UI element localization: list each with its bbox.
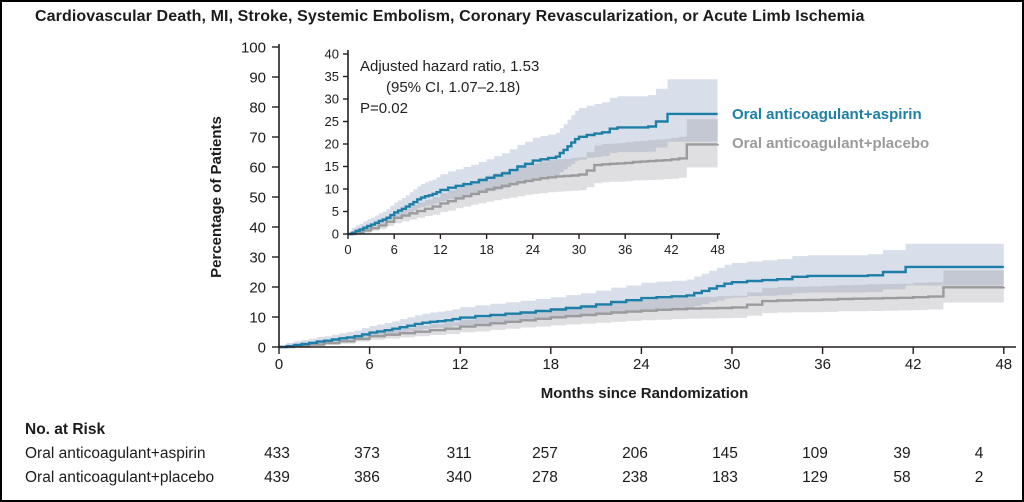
y-tick-label: 90 [249, 69, 266, 86]
km-line-series-1 [279, 286, 1005, 349]
x-tick-label: 36 [618, 242, 632, 257]
y-tick-label: 0 [332, 227, 339, 242]
risk-value: 39 [893, 445, 911, 462]
y-tick-label: 70 [249, 129, 266, 146]
x-tick-label: 18 [479, 242, 493, 257]
ci-band-series-0 [279, 243, 1004, 347]
legend-label-aspirin: Oral anticoagulant+aspirin [732, 106, 922, 123]
y-tick-label: 0 [258, 339, 266, 356]
x-tick-label: 6 [391, 242, 398, 257]
annotation-line-1: Adjusted hazard ratio, 1.53 [360, 58, 540, 75]
figure-title: Cardiovascular Death, MI, Stroke, System… [35, 8, 865, 25]
x-tick-label: 42 [664, 242, 678, 257]
x-tick-label: 42 [905, 356, 922, 373]
risk-value: 145 [712, 445, 738, 462]
y-tick-label: 5 [332, 204, 339, 219]
risk-value: 129 [802, 469, 828, 486]
y-tick-label: 20 [249, 279, 266, 296]
risk-value: 238 [622, 469, 648, 486]
annotation-line-2: (95% CI, 1.07–2.18) [386, 79, 521, 96]
km-line-series-0 [348, 112, 718, 236]
risk-value: 311 [446, 445, 472, 462]
risk-value: 257 [532, 445, 558, 462]
risk-value: 439 [264, 469, 290, 486]
x-tick-label: 48 [710, 242, 724, 257]
y-axis-label: Percentage of Patients [208, 116, 225, 278]
risk-value: 278 [532, 469, 558, 486]
y-tick-label: 30 [325, 92, 339, 107]
risk-value: 373 [354, 445, 380, 462]
x-tick-label: 6 [365, 356, 373, 373]
x-axis-label: Months since Randomization [540, 385, 749, 402]
y-tick-label: 30 [249, 249, 266, 266]
y-tick-label: 10 [325, 182, 339, 197]
y-tick-label: 20 [325, 137, 339, 152]
risk-value: 4 [974, 445, 984, 462]
risk-value: 433 [264, 445, 290, 462]
x-tick-label: 0 [275, 356, 283, 373]
risk-value: 386 [354, 469, 380, 486]
y-tick-label: 10 [249, 309, 266, 326]
y-tick-label: 40 [325, 47, 339, 62]
x-tick-label: 30 [724, 356, 741, 373]
x-tick-label: 12 [433, 242, 447, 257]
km-line-series-1 [348, 143, 719, 236]
x-tick-label: 0 [344, 242, 351, 257]
risk-value: 109 [802, 445, 828, 462]
ci-band-series-0 [348, 79, 718, 234]
y-tick-label: 35 [325, 69, 339, 84]
x-tick-label: 12 [452, 356, 469, 373]
risk-value: 2 [974, 469, 984, 486]
y-tick-label: 60 [249, 159, 266, 176]
hazard-ratio-annotation: Adjusted hazard ratio, 1.53 (95% CI, 1.0… [360, 56, 539, 119]
risk-value: 340 [446, 469, 472, 486]
y-tick-label: 80 [249, 99, 266, 116]
x-tick-label: 18 [542, 356, 559, 373]
y-tick-label: 50 [249, 189, 266, 206]
x-tick-label: 48 [995, 356, 1012, 373]
risk-value: 183 [712, 469, 738, 486]
risk-value: 58 [893, 469, 911, 486]
x-tick-label: 36 [814, 356, 831, 373]
annotation-line-3: P=0.02 [360, 100, 408, 117]
risk-row-label: Oral anticoagulant+placebo [25, 469, 215, 486]
y-tick-label: 100 [241, 39, 266, 56]
legend-label-placebo: Oral anticoagulant+placebo [732, 135, 930, 152]
y-tick-label: 15 [325, 159, 339, 174]
km-line-series-0 [279, 265, 1004, 349]
x-tick-label: 24 [633, 356, 650, 373]
y-tick-label: 40 [249, 219, 266, 236]
risk-row-label: Oral anticoagulant+aspirin [25, 445, 206, 462]
risk-table-heading: No. at Risk [25, 421, 106, 438]
y-tick-label: 25 [325, 114, 339, 129]
risk-value: 206 [622, 445, 648, 462]
x-tick-label: 24 [526, 242, 540, 257]
x-tick-label: 30 [572, 242, 586, 257]
